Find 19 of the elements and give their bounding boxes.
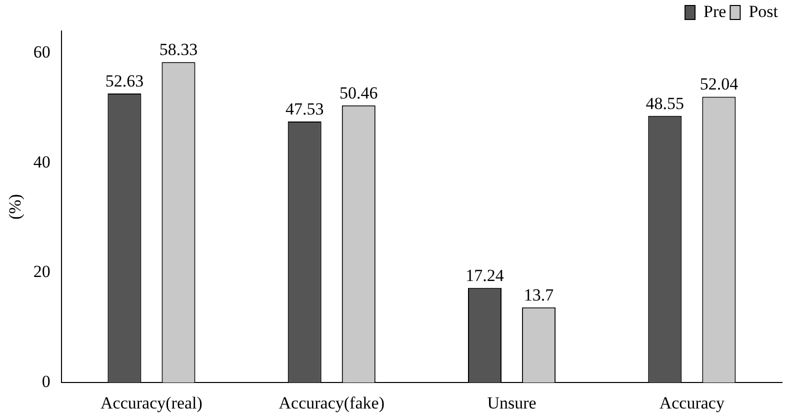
- data-label: 58.33: [159, 40, 198, 60]
- x-tick-label: Accuracy(fake): [278, 393, 384, 412]
- legend-label: Post: [748, 2, 778, 21]
- data-label: 13.7: [524, 285, 554, 304]
- y-tick-label: 60: [33, 42, 50, 62]
- data-label: 52.63: [105, 71, 144, 90]
- data-label: 47.53: [285, 99, 324, 118]
- x-tick-label: Accuracy(real): [100, 393, 202, 412]
- data-label: 17.24: [466, 266, 504, 285]
- y-tick-label: 0: [42, 372, 50, 392]
- data-label: 48.55: [646, 94, 684, 113]
- data-label: 52.04: [700, 74, 739, 94]
- x-tick-label: Accuracy: [659, 393, 725, 412]
- y-axis-title: (%): [6, 194, 25, 220]
- data-label: 50.46: [340, 83, 378, 102]
- y-tick-label: 20: [33, 262, 50, 282]
- x-tick-label: Unsure: [487, 393, 536, 412]
- legend-label: Pre: [704, 2, 726, 21]
- y-tick-label: 40: [33, 152, 50, 172]
